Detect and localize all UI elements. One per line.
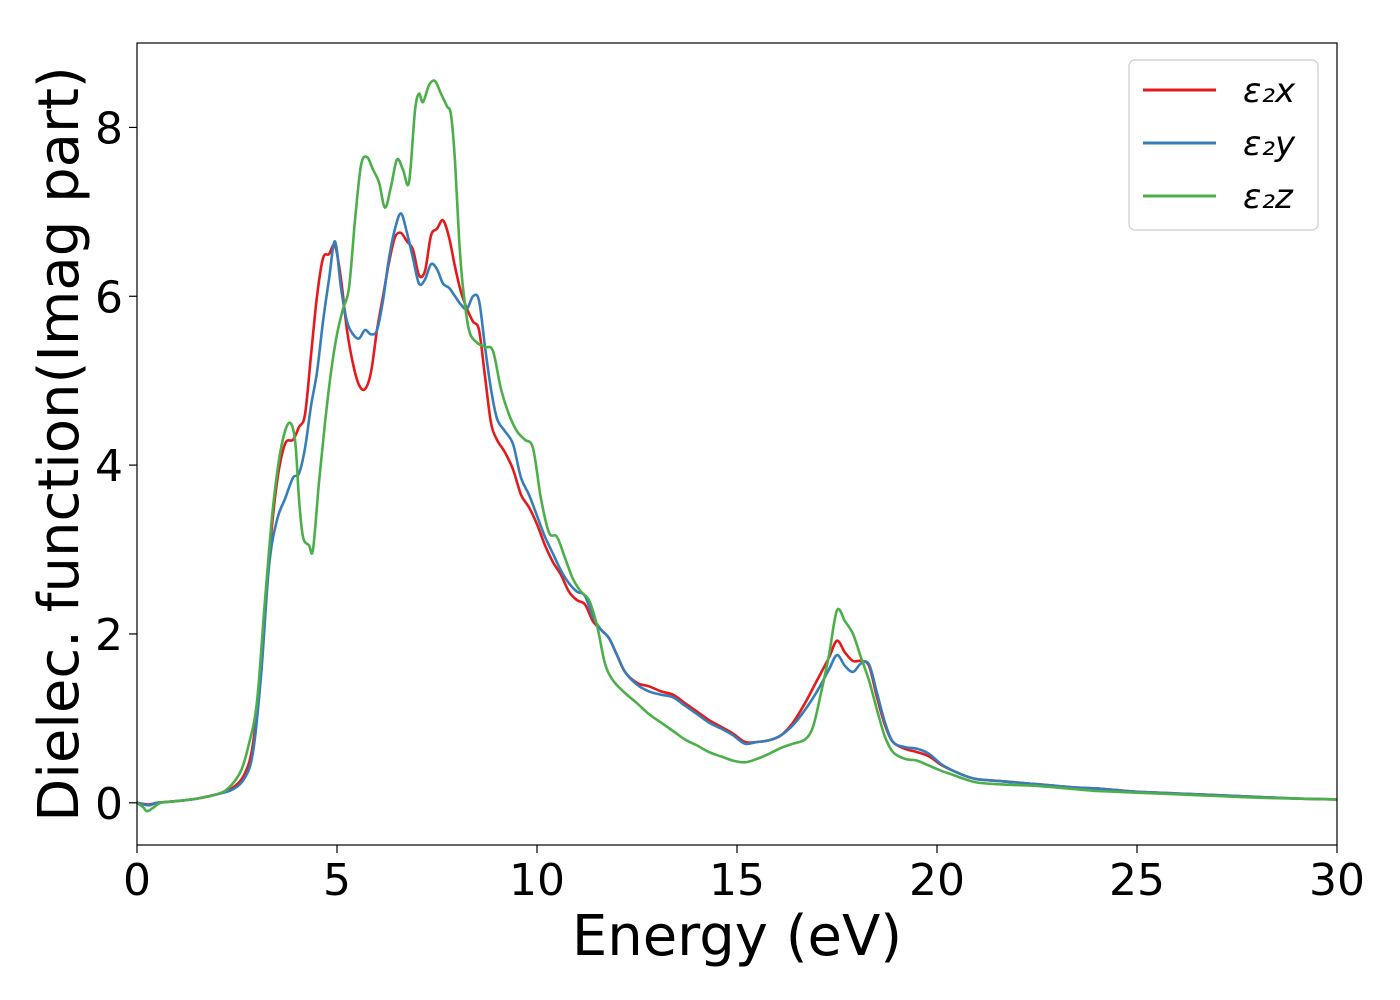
series-line-eps2y [136, 212, 1338, 807]
x-tick-label: 30 [1309, 855, 1365, 906]
legend-label-z: ε₂z [1243, 177, 1294, 217]
x-tick-label: 10 [509, 855, 565, 906]
x-axis-title: Energy (eV) [572, 904, 902, 969]
x-tick-label: 20 [909, 855, 965, 906]
y-axis-title: Dielec. function(Imag part) [27, 66, 92, 822]
series-line-eps2x [136, 218, 1338, 806]
y-axis: 0 2 4 6 8 [95, 103, 137, 830]
y-tick-label: 6 [95, 272, 123, 323]
x-tick-label: 5 [323, 855, 351, 906]
y-tick-label: 4 [95, 441, 123, 492]
legend: ε₂x ε₂y ε₂z [1128, 59, 1319, 231]
x-tick-label: 0 [123, 855, 151, 906]
x-tick-label: 25 [1109, 855, 1165, 906]
series-layer [136, 79, 1338, 813]
legend-label-y: ε₂y [1243, 124, 1296, 164]
y-tick-label: 2 [95, 610, 123, 661]
legend-box [1128, 59, 1319, 231]
x-axis: 0 5 10 15 20 25 30 [123, 845, 1365, 906]
legend-label-x: ε₂x [1243, 71, 1296, 111]
y-tick-label: 0 [95, 779, 123, 830]
series-line-eps2z [136, 79, 1338, 813]
x-tick-label: 15 [709, 855, 765, 906]
y-tick-label: 8 [95, 103, 123, 154]
